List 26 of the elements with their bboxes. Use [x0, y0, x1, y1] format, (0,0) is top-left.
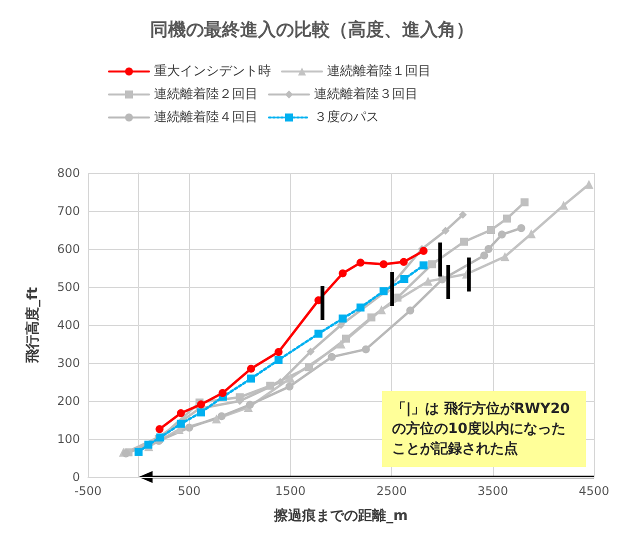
legend-label: 連続離着陸３回目 [314, 86, 418, 102]
x-axis-title: 擦過痕までの距離_m [273, 507, 408, 524]
x-tick-label: 2500 [376, 484, 407, 498]
y-tick-label: 500 [57, 280, 80, 294]
x-tick-label: -500 [74, 484, 102, 498]
x-tick-label: 1500 [275, 484, 306, 498]
legend-label: 連続離着陸２回目 [154, 86, 258, 102]
y-tick-label: 400 [57, 318, 80, 332]
annotation: 「|」は 飛行方位がRWY20の方位の10度以内になったことが記録された点 [392, 400, 570, 457]
legend-label: 連続離着陸１回目 [327, 63, 431, 79]
legend-label: ３度のパス [314, 109, 379, 125]
y-axis-title: 飛行高度_ft [24, 286, 41, 364]
y-tick-label: 200 [57, 394, 80, 408]
annotation: | [462, 252, 476, 293]
x-tick-label: 500 [178, 484, 201, 498]
x-tick-label: 4500 [578, 484, 610, 498]
chart-title: 同機の最終進入の比較（高度、進入角） [150, 20, 474, 40]
y-tick-label: 0 [72, 470, 80, 484]
x-tick-label: 3500 [478, 484, 508, 498]
y-tick-label: 800 [57, 166, 80, 180]
legend-label: 重大インシデント時 [154, 64, 271, 79]
y-tick-label: 700 [57, 204, 80, 218]
legend-label: 連続離着陸４回目 [154, 109, 258, 125]
y-tick-label: 600 [57, 242, 80, 256]
y-tick-label: 300 [57, 356, 80, 370]
y-tick-label: 100 [57, 432, 80, 446]
